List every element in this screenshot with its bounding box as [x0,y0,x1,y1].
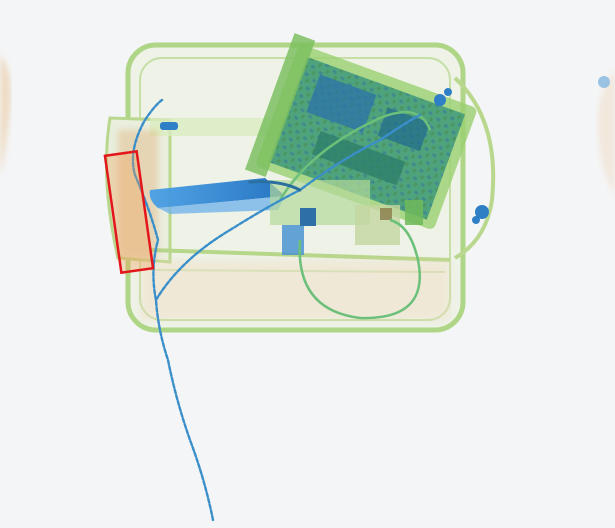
blade-object [149,178,285,214]
chain [131,98,422,522]
electronics-device [244,33,477,255]
zipper-pulls [160,88,489,224]
left-edge-object [0,55,11,175]
detection-box [103,149,155,275]
right-edge-object [597,70,615,195]
